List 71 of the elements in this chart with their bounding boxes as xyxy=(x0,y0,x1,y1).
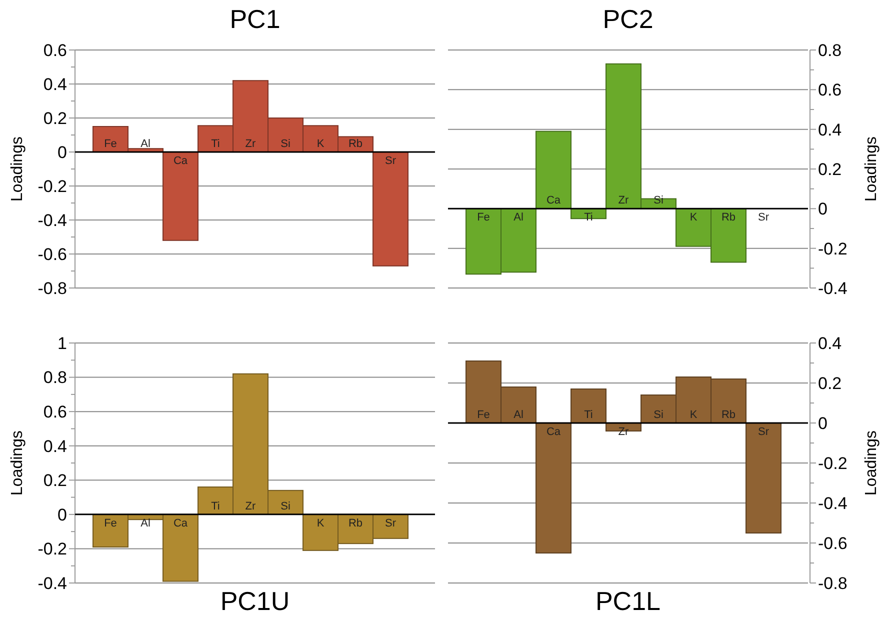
y-tick-label: 0.4 xyxy=(43,436,67,456)
y-tick-label: -0.2 xyxy=(818,454,848,473)
x-tick-label: Ca xyxy=(546,426,562,438)
x-tick-label: Ca xyxy=(173,155,188,167)
y-tick-label: 0.2 xyxy=(818,160,842,179)
y-tick-label: 0.4 xyxy=(818,120,842,140)
x-tick-label: Zr xyxy=(245,138,256,150)
chart-title: PC2 xyxy=(602,4,654,34)
y-tick-label: -0.2 xyxy=(38,176,67,196)
y-tick-label: -0.4 xyxy=(38,574,67,593)
y-tick-label: -0.6 xyxy=(818,534,848,553)
x-tick-label: Fe xyxy=(104,517,117,530)
y-tick-label: 0.8 xyxy=(818,40,842,60)
x-tick-label: Zr xyxy=(245,500,256,512)
y-tick-label: 0.6 xyxy=(43,402,67,422)
x-tick-label: Rb xyxy=(721,212,736,224)
x-tick-label: Fe xyxy=(477,212,490,224)
y-tick-label: -0.6 xyxy=(38,244,67,264)
y-axis-title: Loadings xyxy=(9,430,26,496)
y-tick-label: -0.8 xyxy=(38,278,67,298)
x-tick-label: Fe xyxy=(477,409,490,421)
x-tick-label: Si xyxy=(280,138,290,150)
y-tick-label: 0.6 xyxy=(43,40,67,60)
x-tick-label: Fe xyxy=(104,138,117,150)
x-tick-label: Ti xyxy=(211,138,220,150)
x-tick-label: Ca xyxy=(546,194,562,207)
y-tick-label: 0.6 xyxy=(818,80,842,100)
y-tick-label: 0.4 xyxy=(818,334,842,353)
x-tick-label: K xyxy=(690,409,698,421)
x-tick-label: Al xyxy=(140,138,150,150)
x-tick-label: Ti xyxy=(211,500,220,512)
y-axis-title: Loadings xyxy=(9,136,26,202)
x-tick-label: Sr xyxy=(385,517,396,530)
x-tick-label: Ca xyxy=(173,517,188,530)
x-tick-label: Al xyxy=(140,517,150,530)
y-tick-label: 0 xyxy=(58,142,67,162)
y-tick-label: 0 xyxy=(818,414,828,433)
x-tick-label: Sr xyxy=(385,155,396,167)
y-axis-title: Loadings xyxy=(863,430,880,496)
text: PC1U xyxy=(220,586,290,616)
x-tick-label: K xyxy=(316,517,325,530)
y-tick-label: 0 xyxy=(818,200,828,219)
y-tick-label: -0.8 xyxy=(818,574,848,593)
y-tick-label: 0.8 xyxy=(43,368,67,388)
y-tick-label: -0.4 xyxy=(38,210,67,230)
y-tick-label: -0.2 xyxy=(818,239,848,258)
y-tick-label: 0.2 xyxy=(818,374,842,393)
x-tick-label: Si xyxy=(654,409,664,421)
y-tick-label: 0 xyxy=(58,505,67,524)
y-tick-label: 0.2 xyxy=(43,471,67,490)
y-tick-label: -0.4 xyxy=(818,494,848,513)
x-tick-label: Zr xyxy=(618,194,630,207)
x-tick-label: Si xyxy=(280,500,290,512)
x-tick-label: Ti xyxy=(584,409,593,421)
x-tick-label: Rb xyxy=(721,409,736,421)
x-tick-label: K xyxy=(690,212,698,224)
y-tick-label: 0.2 xyxy=(43,108,67,128)
x-tick-label: Rb xyxy=(348,138,363,150)
x-tick-label: Sr xyxy=(758,212,770,224)
x-tick-label: Al xyxy=(514,212,524,224)
y-tick-label: 1 xyxy=(58,334,67,353)
chart-title: PC1 xyxy=(230,4,280,34)
x-tick-label: Sr xyxy=(758,426,770,438)
x-tick-label: Rb xyxy=(348,517,363,530)
x-tick-label: Al xyxy=(514,409,524,421)
y-axis-title: Loadings xyxy=(863,136,880,202)
x-tick-label: K xyxy=(316,138,325,150)
y-tick-label: -0.4 xyxy=(818,278,848,298)
y-tick-label: -0.2 xyxy=(38,540,67,559)
text: PC1L xyxy=(595,586,661,616)
y-tick-label: 0.4 xyxy=(43,74,67,94)
